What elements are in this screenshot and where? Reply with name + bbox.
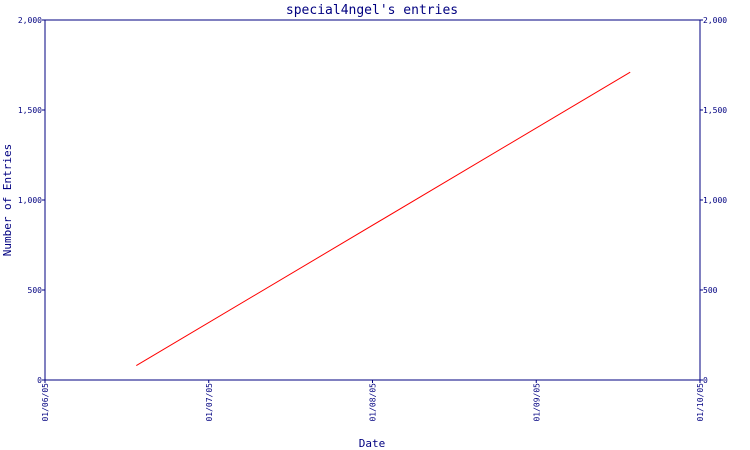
x-tick-label: 01/10/05: [696, 383, 705, 422]
y-tick-label-left: 0: [37, 376, 42, 385]
y-axis-label: Number of Entries: [1, 144, 14, 257]
y-tick-label-right: 1,000: [703, 196, 727, 205]
ticks: [42, 19, 703, 383]
y-tick-label-right: 1,500: [703, 106, 727, 115]
x-tick-label: 01/06/05: [41, 383, 50, 422]
tick-labels: 0 0 500 500 1,000 1,000 1,500 1,500 2,000 2,000 01…: [18, 16, 727, 422]
y-tick-label-right: 0: [703, 376, 708, 385]
x-tick-label: 01/07/05: [205, 383, 214, 422]
y-tick-label-right: 2,000: [703, 16, 727, 25]
x-axis-label: Date: [359, 437, 386, 450]
y-tick-label-right: 500: [703, 286, 718, 295]
chart-title: special4ngel's entries: [286, 3, 458, 18]
y-tick-label-left: 500: [28, 286, 43, 295]
y-tick-label-left: 1,000: [18, 196, 42, 205]
y-tick-label-left: 2,000: [18, 16, 42, 25]
plot-frame: [44, 19, 701, 381]
y-tick-label-left: 1,500: [18, 106, 42, 115]
x-tick-label: 01/08/05: [369, 383, 378, 422]
series-group: [136, 71, 631, 367]
x-tick-label: 01/09/05: [532, 383, 541, 422]
series-line: [136, 71, 631, 367]
